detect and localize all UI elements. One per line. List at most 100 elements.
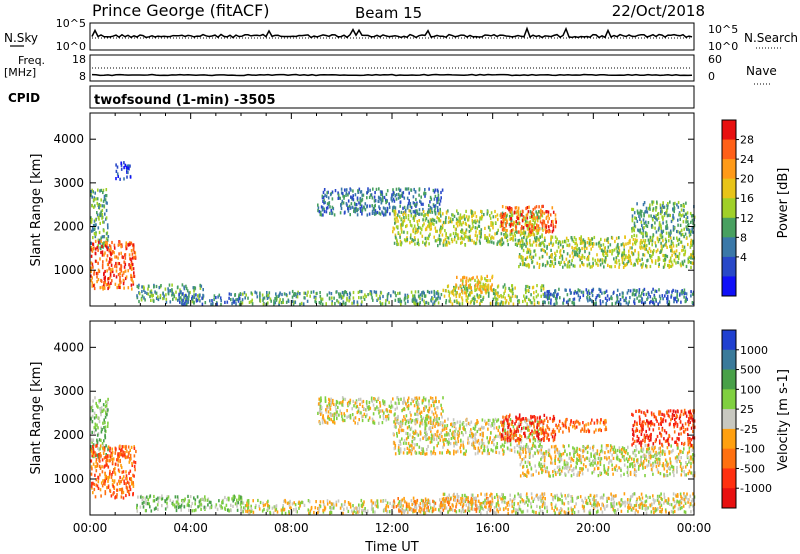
velocity-ytick-label: 2000 [53,428,84,442]
beam-title: Beam 15 [355,4,422,22]
nsky-tick-top: 10^5 [56,17,86,30]
freq-label: Freq. [18,54,45,67]
velocity-colorbar-tick: -25 [740,423,758,436]
velocity-colorbar-swatch [722,428,736,450]
nsky-panel: N.Sky 10^5 10^0 10^5 10^0 N.Search [4,17,798,53]
velocity-echoes [90,396,696,516]
nave-tick-top: 60 [708,53,722,66]
velocity-echo-region [500,413,557,443]
cpid-value: twofsound (1-min) -3505 [94,93,276,108]
power-colorbar-swatch [722,256,736,277]
velocity-colorbar-swatch [722,349,736,371]
power-echo-region [178,292,242,307]
power-colorbar-swatch [722,276,736,297]
xtick-label: 00:00 [73,521,108,535]
xtick-label: 00:00 [677,521,712,535]
power-echo-region [317,187,444,217]
power-colorbar-tick: 24 [740,153,754,166]
power-echo-region [543,287,695,307]
velocity-colorbar-tick: 25 [740,403,754,416]
power-colorbar-label: Power [dB] [776,168,791,239]
nsky-right-tick-top: 10^5 [708,23,738,36]
velocity-echo-region [518,444,696,478]
power-echo-region [455,274,494,295]
nsky-right-tick-bottom: 10^0 [708,40,738,53]
power-echo-region [90,239,137,291]
xtick-label: 04:00 [173,521,208,535]
velocity-colorbar: 1000 500 100 25 -25 -100 -500 -1000 [721,329,772,509]
velocity-colorbar-swatch [722,409,736,430]
power-echo-region [136,283,205,304]
nsky-tick-bottom: 10^0 [56,40,86,53]
power-ytick-label: 3000 [53,176,84,190]
velocity-ylabel: Slant Range [km] [29,362,44,475]
velocity-colorbar-tick: -500 [740,462,765,475]
power-echo-region [442,283,545,307]
velocity-echo-region [136,494,243,513]
power-colorbar-swatch [722,139,736,160]
power-colorbar-tick: 16 [740,192,754,205]
velocity-colorbar-swatch [722,468,736,489]
velocity-colorbar-tick: 500 [740,364,761,377]
xtick-label: 16:00 [475,521,510,535]
velocity-echo-region [317,396,444,426]
xtick-label: 12:00 [375,521,410,535]
power-ytick-label: 2000 [53,220,84,234]
velocity-colorbar-tick: 1000 [740,344,768,357]
velocity-colorbar-label: Velocity [m s-1] [776,369,791,471]
power-echo-region [500,204,557,234]
velocity-colorbar-swatch [722,369,736,390]
power-colorbar-tick: 20 [740,173,754,186]
power-colorbar-swatch [722,217,736,238]
cpid-label: CPID [8,91,40,105]
velocity-colorbar-swatch [722,330,736,351]
velocity-echo-region [631,408,696,448]
power-ytick-label: 4000 [53,132,84,146]
freq-panel: Freq. [MHz] 18 8 60 0 Nave [4,53,777,85]
power-echo-region [631,200,696,239]
velocity-colorbar-swatch [722,488,736,509]
nsky-label: N.Sky [4,31,38,45]
velocity-colorbar-tick: -1000 [740,482,772,495]
station-title: Prince George (fitACF) [92,1,270,20]
xtick-label: 20:00 [576,521,611,535]
power-colorbar-swatch [722,198,736,219]
power-colorbar-swatch [722,159,736,180]
freq-unit: [MHz] [4,66,36,79]
velocity-echo-region [442,492,696,516]
velocity-ytick-label: 4000 [53,340,84,354]
freq-tick-bottom: 8 [79,70,86,83]
velocity-colorbar-swatch [722,389,736,410]
power-colorbar-tick: 4 [740,251,747,264]
nsearch-label: N.Search [744,31,798,45]
velocity-echo-region [392,496,493,513]
velocity-colorbar-tick: 100 [740,383,761,396]
velocity-ytick-label: 3000 [53,384,84,398]
power-echo-region [518,235,695,269]
nave-tick-bottom: 0 [708,70,715,83]
velocity-panel: 1000 2000 3000 4000 00:00 04:00 08:00 12:00 16:… [29,320,791,554]
power-echo-region [241,289,443,307]
power-panel: 1000 2000 3000 4000 Slant Range [km] 28 24 20… [29,112,791,307]
velocity-echo-region [556,417,608,434]
freq-tick-top: 18 [72,53,86,66]
power-colorbar-tick: 28 [740,134,754,147]
power-colorbar-swatch [722,120,736,141]
xaxis-label: Time UT [364,540,418,554]
power-ytick-label: 1000 [53,263,84,277]
power-colorbar-tick: 8 [740,231,747,244]
date-title: 22/Oct/2018 [612,2,705,20]
power-ylabel: Slant Range [km] [29,154,44,267]
cpid-panel: CPID twofsound (1-min) -3505 [8,85,695,109]
power-colorbar: 28 24 20 16 12 8 4 [721,119,754,297]
power-echoes [90,161,696,307]
nave-label: Nave [746,64,777,78]
xtick-label: 08:00 [274,521,309,535]
power-colorbar-swatch [722,237,736,258]
velocity-echo-region [90,443,137,500]
power-echo-region [115,161,132,181]
power-colorbar-tick: 12 [740,212,754,225]
power-colorbar-swatch [722,178,736,199]
nsky-trace [91,26,693,39]
